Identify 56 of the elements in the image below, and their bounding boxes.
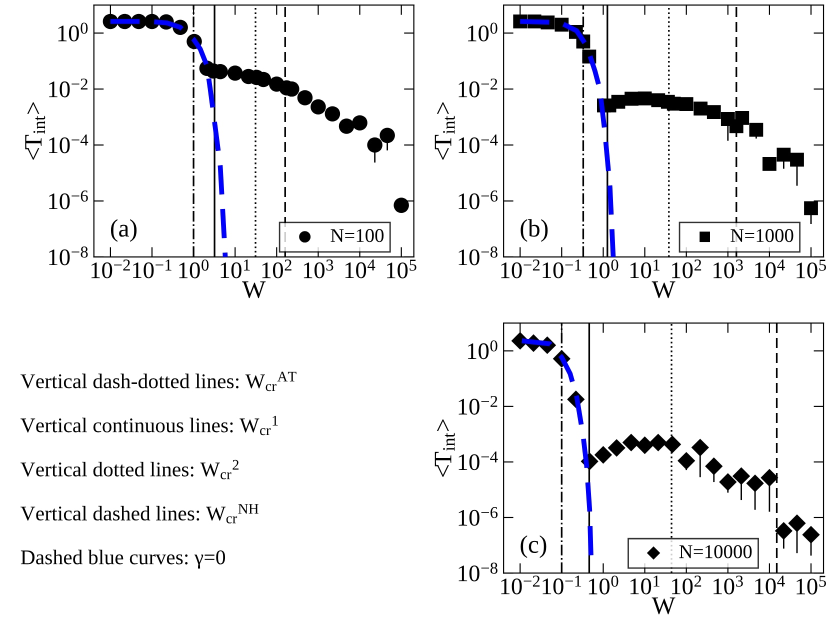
- text: Vertical continuous lines: W$_{cr}$$^{1}$: [20, 416, 278, 436]
- text: Vertical dashed lines: W$_{cr}$$^{NH}$: [20, 504, 258, 524]
- x-tick-label: 10$^{4}$: [345, 260, 376, 278]
- y-tick-label: 10$^{−6}$: [49, 190, 88, 210]
- annotation: (b): [520, 219, 548, 242]
- y-tick-label: 10$^{−8}$: [458, 562, 498, 582]
- y-tick-label: 10$^{−8}$: [458, 246, 498, 266]
- y-axis-title: <T$_{int}$>: [434, 419, 455, 477]
- y-tick-label: 10$^{−2}$: [458, 78, 498, 98]
- x-axis-title: W: [242, 281, 266, 298]
- x-tick-label: 10$^{4}$: [755, 260, 785, 278]
- x-tick-label: 10$^{1}$: [220, 260, 250, 278]
- x-tick-label: 10$^{0}$: [588, 576, 618, 594]
- x-axis-title: W: [652, 281, 676, 298]
- y-tick-label: 10$^{−4}$: [49, 134, 88, 154]
- legend-label: N=1000: [730, 229, 794, 242]
- x-tick-label: 10$^{5}$: [386, 260, 416, 278]
- x-tick-label: 10$^{1}$: [630, 576, 660, 594]
- legend-label: N=10000: [679, 545, 752, 558]
- x-tick-label: 10$^{−1}$: [542, 260, 582, 278]
- x-tick-label: 10$^{1}$: [630, 260, 660, 278]
- x-tick-label: 10$^{4}$: [755, 576, 785, 594]
- x-tick-label: 10$^{2}$: [672, 576, 702, 594]
- x-tick-label: 10$^{−2}$: [501, 260, 540, 278]
- y-tick-label: 10$^{−2}$: [49, 78, 88, 98]
- x-tick-label: 10$^{3}$: [714, 260, 743, 278]
- x-axis-title: W: [652, 598, 676, 614]
- x-tick-label: 10$^{−2}$: [92, 260, 130, 278]
- x-tick-label: 10$^{5}$: [796, 576, 826, 595]
- text: Dashed blue curves: γ=0: [20, 550, 226, 569]
- y-tick-label: 10$^{0}$: [468, 340, 498, 360]
- y-tick-label: 10$^{−8}$: [49, 246, 88, 266]
- text: Vertical dotted lines: W$_{cr}$$^{2}$: [20, 460, 239, 480]
- y-tick-label: 10$^{0}$: [468, 22, 498, 42]
- x-tick-label: 10$^{2}$: [262, 260, 292, 278]
- x-tick-label: 10$^{−2}$: [501, 576, 540, 594]
- annotation: (c): [520, 535, 546, 558]
- x-tick-label: 10$^{2}$: [672, 260, 702, 278]
- x-tick-label: 10$^{3}$: [304, 260, 334, 278]
- x-tick-label: 10$^{3}$: [714, 576, 743, 594]
- x-tick-label: 10$^{−1}$: [133, 260, 172, 278]
- annotation: (a): [110, 219, 137, 242]
- legend-label: N=100: [330, 229, 384, 242]
- y-tick-label: 10$^{−6}$: [458, 190, 498, 210]
- y-tick-label: 10$^{−4}$: [458, 134, 498, 154]
- y-tick-label: 10$^{−6}$: [458, 507, 498, 526]
- x-tick-label: 10$^{−1}$: [542, 576, 582, 594]
- text: Vertical dash-dotted lines: W$_{cr}$$^{AT}$: [20, 372, 296, 392]
- x-tick-label: 10$^{0}$: [588, 260, 618, 278]
- x-tick-label: 10$^{0}$: [179, 260, 209, 278]
- x-tick-label: 10$^{5}$: [796, 260, 826, 278]
- y-axis-title: <T$_{int}$>: [25, 102, 46, 160]
- y-tick-label: 10$^{−2}$: [458, 396, 498, 415]
- y-axis-title: <T$_{int}$>: [434, 102, 455, 160]
- y-tick-label: 10$^{−4}$: [458, 451, 498, 470]
- y-tick-label: 10$^{0}$: [58, 22, 88, 42]
